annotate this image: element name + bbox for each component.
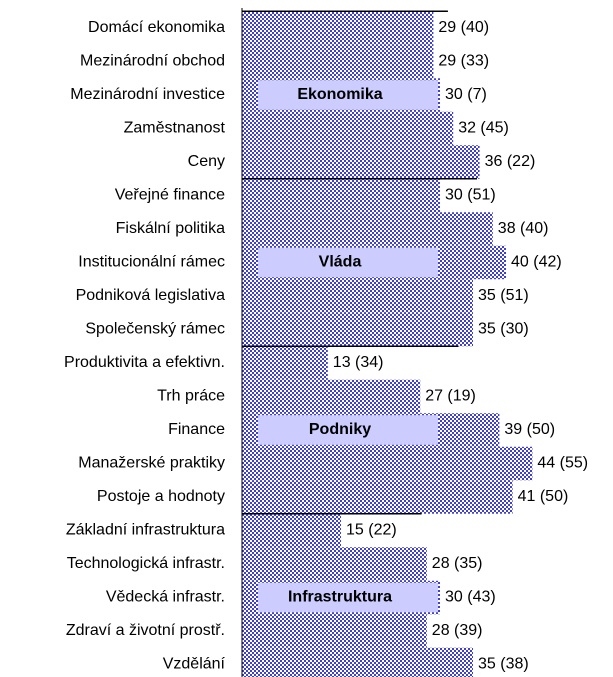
category-label: Veřejné finance (115, 187, 225, 204)
group-box (258, 582, 438, 613)
group-box (258, 415, 438, 445)
bar (242, 111, 454, 146)
value-label: 13 (34) (333, 354, 384, 371)
value-label: 38 (40) (498, 220, 549, 237)
bar (242, 647, 473, 677)
category-label: Finance (168, 421, 225, 438)
value-label: 28 (39) (432, 622, 483, 639)
group-box (258, 80, 438, 110)
category-label: Ceny (188, 153, 225, 170)
value-label: 28 (35) (432, 555, 483, 572)
bar (242, 547, 427, 581)
value-label: 44 (55) (537, 455, 588, 472)
category-label: Vzdělání (163, 656, 226, 673)
category-label: Trh práce (157, 388, 225, 405)
value-label: 39 (50) (504, 421, 555, 438)
category-label: Fiskální politika (116, 220, 225, 237)
category-label: Domácí ekonomika (88, 19, 225, 36)
bar (242, 446, 533, 481)
category-label: Postoje a hodnoty (97, 488, 225, 505)
category-label: Technologická infrastr. (67, 555, 225, 572)
category-label: Mezinárodní obchod (80, 53, 225, 70)
value-label: 30 (51) (445, 187, 496, 204)
category-label: Manažerské praktiky (78, 455, 225, 472)
value-label: 35 (30) (478, 321, 529, 338)
value-label: 36 (22) (485, 153, 536, 170)
value-label: 40 (42) (511, 254, 562, 271)
bar (242, 480, 513, 514)
bar (242, 513, 341, 548)
category-label: Vědecká infrastr. (106, 589, 225, 606)
group-label: Vláda (319, 254, 362, 271)
category-label: Zaměstnanost (124, 120, 226, 137)
bar (242, 379, 421, 414)
bar (242, 614, 427, 648)
value-label: 15 (22) (346, 522, 397, 539)
value-label: 30 (43) (445, 589, 496, 606)
value-label: 32 (45) (458, 120, 509, 137)
category-label: Podniková legislativa (76, 287, 226, 304)
category-label: Základní infrastruktura (66, 522, 225, 539)
bar (242, 212, 493, 246)
bar (242, 44, 434, 79)
group-box (258, 247, 438, 278)
category-label: Institucionální rámec (78, 254, 225, 271)
bar (242, 279, 473, 313)
value-label: 29 (40) (438, 19, 489, 36)
value-label: 35 (51) (478, 287, 529, 304)
category-label: Produktivita a efektivn. (64, 354, 225, 371)
bar (242, 11, 434, 45)
category-label: Mezinárodní investice (70, 86, 225, 103)
value-label: 41 (50) (518, 488, 569, 505)
bar (242, 346, 328, 380)
value-label: 27 (19) (425, 388, 476, 405)
value-label: 35 (38) (478, 656, 529, 673)
category-label: Společenský rámec (85, 321, 225, 338)
bar (242, 312, 473, 347)
category-label: Zdraví a životní prostř. (66, 622, 225, 639)
group-label: Ekonomika (297, 86, 382, 103)
bar (242, 178, 440, 213)
bar (242, 145, 480, 179)
value-label: 29 (33) (438, 53, 489, 70)
group-label: Infrastruktura (288, 589, 392, 606)
value-label: 30 (7) (445, 86, 487, 103)
group-label: Podniky (309, 421, 371, 438)
